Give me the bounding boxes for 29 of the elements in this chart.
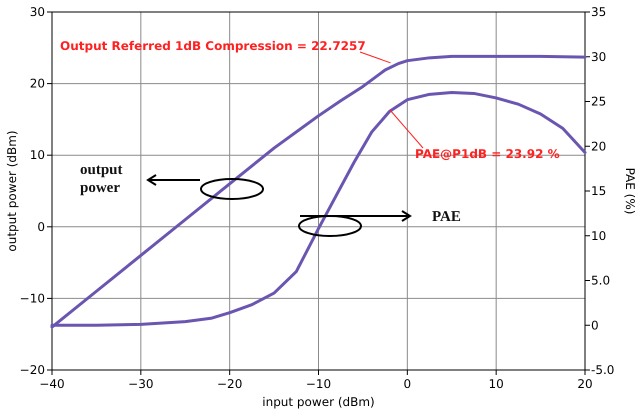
x-tick-label: 0 (404, 377, 412, 391)
y2-tick-label: 0 (591, 318, 599, 332)
x-tick-label: 10 (488, 377, 504, 391)
y2-tick-label: 10 (591, 228, 606, 243)
x-tick-label: −20 (217, 377, 242, 391)
x-tick-label: −40 (39, 377, 65, 391)
annotation: output power (80, 162, 123, 196)
x-axis-title: input power (dBm) (262, 395, 375, 409)
y2-tick-label: 25 (591, 94, 606, 108)
y-tick-label: 10 (30, 148, 45, 162)
y-tick-label: 0 (37, 220, 45, 234)
annotation: Output Referred 1dB Compression = 22.7257 (60, 39, 366, 53)
y2-tick-label: 20 (591, 139, 606, 154)
y-tick-label: 30 (30, 5, 45, 19)
annotation: PAE@P1dB = 23.92 % (415, 147, 560, 161)
x-tick-label: −30 (128, 377, 154, 391)
y2-tick-label: -5.0 (591, 363, 614, 377)
y-axis-title: output power (dBm) (5, 130, 19, 252)
y2-tick-label: 35 (591, 5, 606, 19)
x-tick-label: −10 (306, 377, 332, 391)
x-tick-label: 20 (577, 377, 593, 391)
annotation: PAE (432, 209, 461, 225)
y-tick-label: 20 (30, 76, 45, 91)
y2-axis-title: PAE (%) (623, 168, 635, 214)
y-tick-label: −20 (20, 363, 45, 377)
y2-tick-label: 5.0 (591, 274, 610, 288)
y2-tick-label: 15 (591, 184, 606, 198)
y-tick-label: −10 (20, 291, 45, 306)
y2-tick-label: 30 (591, 50, 606, 64)
